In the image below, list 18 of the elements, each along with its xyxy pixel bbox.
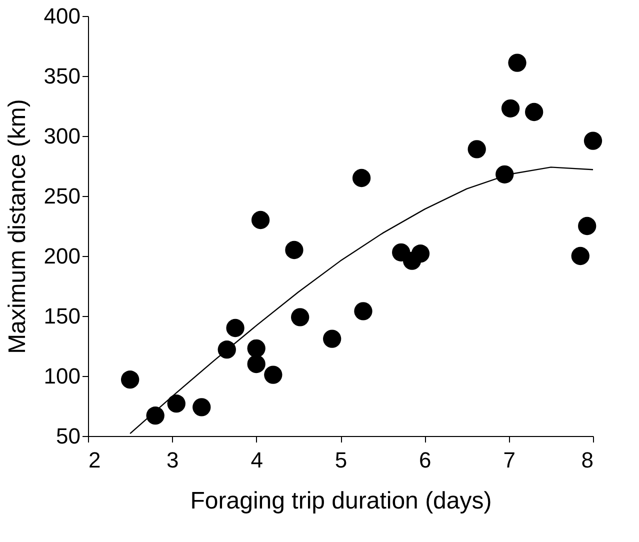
y-tick-label: 50 <box>56 424 80 448</box>
x-tick-label: 8 <box>581 448 594 472</box>
x-tick-label: 7 <box>503 448 516 472</box>
x-axis-title: Foraging trip duration (days) <box>190 488 492 514</box>
x-tick-label: 5 <box>334 448 348 472</box>
y-tick-label: 350 <box>44 64 80 88</box>
y-tick-label: 100 <box>44 364 80 388</box>
y-tick-label: 250 <box>44 184 80 208</box>
y-tick-label: 150 <box>44 304 80 328</box>
y-tick-label: 300 <box>44 124 80 148</box>
x-tick-label: 4 <box>250 448 263 472</box>
x-tick-label: 3 <box>166 448 179 472</box>
x-tick-label: 2 <box>88 448 101 472</box>
y-tick-label: 400 <box>44 4 80 28</box>
line-series <box>129 166 594 434</box>
x-tick-label: 6 <box>419 448 432 472</box>
y-tick-label: 200 <box>44 244 80 268</box>
y-axis-title: Maximum distance (km) <box>4 99 31 354</box>
